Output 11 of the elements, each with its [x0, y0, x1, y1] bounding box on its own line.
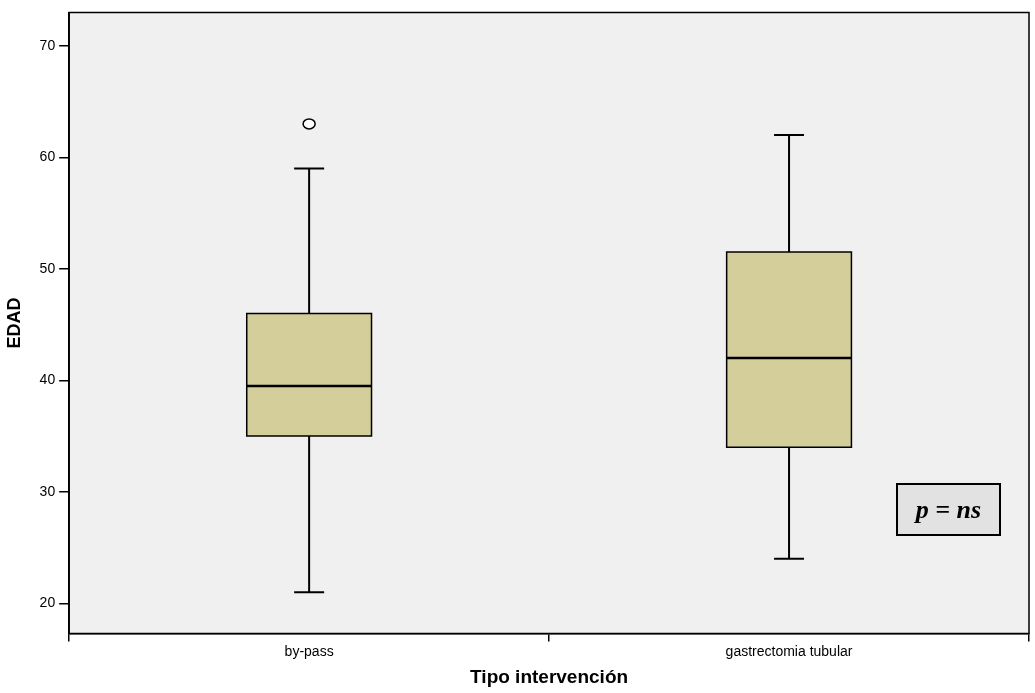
x-tick-label: by-pass: [284, 642, 334, 659]
y-tick-label: 60: [39, 148, 56, 165]
y-tick-label: 50: [39, 259, 56, 276]
y-tick-label: 30: [39, 482, 56, 499]
annotation: p = ns: [896, 483, 1001, 536]
y-tick-label: 40: [39, 371, 56, 388]
x-axis-title: Tipo intervención: [470, 665, 629, 687]
y-tick-label: 70: [39, 36, 56, 53]
y-axis-title: EDAD: [3, 297, 24, 349]
y-tick-label: 20: [39, 594, 56, 611]
x-tick-label: gastrectomia tubular: [725, 642, 853, 659]
